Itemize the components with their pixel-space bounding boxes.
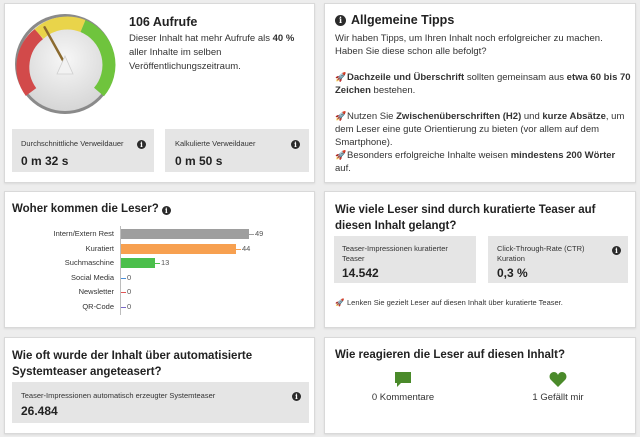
info-icon[interactable]: i bbox=[291, 140, 300, 149]
chart-value-label: 0 bbox=[127, 287, 132, 296]
curated-impressions-label: Teaser-Impressionen kuratierter Teaser bbox=[342, 244, 448, 263]
gauge-yellow-segment bbox=[34, 16, 86, 40]
chart-category-label: Kuratiert bbox=[85, 243, 114, 253]
chart-value-tick bbox=[121, 306, 126, 308]
curated-hint-text: Lenken Sie gezielt Leser auf diesen Inha… bbox=[347, 298, 563, 307]
comment-icon[interactable] bbox=[394, 371, 412, 388]
chart-value-tick bbox=[121, 277, 126, 279]
info-icon: i bbox=[335, 15, 346, 26]
views-title: 106 Aufrufe bbox=[129, 15, 198, 29]
curated-ctr-box: Click-Through-Rate (CTR) Kuration i 0,3 … bbox=[488, 236, 628, 283]
avg-dwell-value: 0 m 32 s bbox=[21, 154, 69, 168]
system-teaser-impressions-label: Teaser-Impressionen automatisch erzeugte… bbox=[21, 391, 216, 400]
gauge-needle bbox=[43, 26, 67, 66]
tips-card: i Allgemeine Tipps Wir haben Tipps, um I… bbox=[324, 3, 636, 183]
gauge-red-segment bbox=[16, 28, 44, 96]
tip-word-count: 🚀Besonders erfolgreiche Inhalte weisen m… bbox=[335, 150, 616, 174]
curated-ctr-label: Click-Through-Rate (CTR) Kuration bbox=[497, 244, 585, 263]
curated-hint: 🚀 Lenken Sie gezielt Leser auf diesen Inh… bbox=[335, 298, 563, 308]
reactions-card: Wie reagieren die Leser auf diesen Inhal… bbox=[324, 337, 636, 434]
chart-category-label: QR-Code bbox=[82, 301, 114, 311]
tip-headline-length: 🚀Dachzeile und Überschrift sollten gemei… bbox=[335, 72, 631, 96]
gauge-needle-base bbox=[56, 55, 74, 75]
chart-value-tick bbox=[121, 292, 126, 293]
curated-impressions-box: Teaser-Impressionen kuratierter Teaser 1… bbox=[334, 236, 476, 283]
views-gauge bbox=[15, 14, 116, 114]
views-card: 106 Aufrufe Dieser Inhalt hat mehr Aufru… bbox=[4, 3, 315, 183]
avg-dwell-label: Durchschnittliche Verweildauer bbox=[21, 139, 124, 148]
chart-bar[interactable] bbox=[121, 229, 249, 239]
chart-value-label: 49 bbox=[255, 229, 264, 238]
reader-source-card: Woher kommen die Leser? i Intern/Extern R… bbox=[4, 191, 315, 328]
info-icon[interactable]: i bbox=[161, 206, 171, 215]
info-icon[interactable]: i bbox=[612, 246, 621, 255]
heart-icon[interactable] bbox=[549, 371, 567, 388]
reader-source-title: Woher kommen die Leser? i bbox=[12, 202, 171, 217]
reactions-title: Wie reagieren die Leser auf diesen Inhal… bbox=[335, 349, 565, 361]
reader-source-title-text: Woher kommen die Leser? bbox=[12, 203, 159, 215]
chart-value-label: 0 bbox=[127, 301, 132, 311]
chart-category-label: Intern/Extern Rest bbox=[53, 229, 114, 238]
info-icon[interactable]: i bbox=[137, 140, 146, 149]
tips-intro: Wir haben Tipps, um Ihren Inhalt noch er… bbox=[335, 33, 603, 57]
calc-dwell-value: 0 m 50 s bbox=[175, 154, 223, 168]
curated-teaser-card: Wie viele Leser sind durch kuratierte Te… bbox=[324, 191, 636, 328]
rocket-icon: 🚀 bbox=[335, 72, 347, 82]
views-desc-text-2: aller Inhalte im selben Veröffentlichung… bbox=[129, 47, 241, 72]
chart-value-tick bbox=[249, 234, 254, 235]
chart-value-tick bbox=[154, 263, 160, 264]
tip-subheadings: 🚀Nutzen Sie Zwischenüberschriften (H2) u… bbox=[335, 111, 625, 148]
system-teaser-card: Wie oft wurde der Inhalt über automatisi… bbox=[4, 337, 315, 434]
curated-ctr-value: 0,3 % bbox=[497, 266, 528, 280]
views-desc-percent: 40 % bbox=[272, 33, 295, 44]
likes-count: 1 Gefällt mir bbox=[532, 392, 584, 403]
reader-source-chart: Intern/Extern Rest 49 Kuratiert 44 Suchmasch… bbox=[5, 192, 316, 329]
gauge-green-segment bbox=[80, 19, 116, 97]
system-teaser-impressions-value: 26.484 bbox=[21, 404, 58, 418]
chart-category-label: Newsletter bbox=[78, 287, 114, 296]
curated-impressions-value: 14.542 bbox=[342, 266, 379, 280]
system-teaser-title: Wie oft wurde der Inhalt über automatisi… bbox=[12, 350, 253, 378]
chart-bar[interactable] bbox=[121, 258, 155, 268]
calc-dwell-label: Kalkulierte Verweildauer bbox=[175, 139, 256, 148]
info-icon[interactable]: i bbox=[292, 392, 301, 401]
chart-value-label: 13 bbox=[160, 258, 170, 267]
tips-title: Allgemeine Tipps bbox=[351, 13, 455, 27]
chart-category-label: Suchmaschine bbox=[64, 258, 114, 267]
curated-title: Wie viele Leser sind durch kuratierte Te… bbox=[335, 204, 596, 232]
calc-dwell-box: Kalkulierte Verweildauer i 0 m 50 s bbox=[165, 129, 309, 172]
rocket-icon: 🚀 bbox=[335, 298, 345, 307]
chart-category-label: Social Media bbox=[71, 272, 114, 282]
views-description: Dieser Inhalt hat mehr Aufrufe als 40 % … bbox=[129, 32, 311, 74]
chart-bar[interactable] bbox=[121, 243, 236, 254]
chart-value-label: 0 bbox=[127, 272, 132, 282]
chart-axis bbox=[120, 226, 121, 315]
avg-dwell-box: Durchschnittliche Verweildauer i 0 m 32 … bbox=[12, 129, 154, 172]
comments-count: 0 Kommentare bbox=[371, 392, 435, 403]
rocket-icon: 🚀 bbox=[335, 150, 347, 160]
chart-value-label: 44 bbox=[241, 243, 251, 253]
system-teaser-impressions-box: Teaser-Impressionen automatisch erzeugte… bbox=[12, 382, 309, 423]
views-desc-text-1: Dieser Inhalt hat mehr Aufrufe als bbox=[129, 33, 273, 44]
rocket-icon: 🚀 bbox=[335, 111, 347, 121]
chart-value-tick bbox=[235, 248, 241, 250]
